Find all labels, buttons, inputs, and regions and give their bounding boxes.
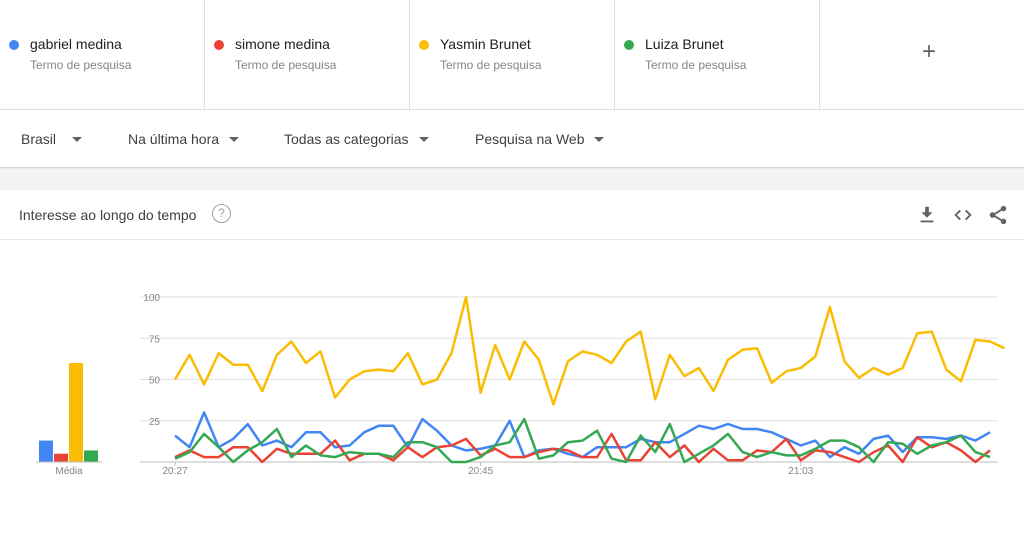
- embed-icon[interactable]: [952, 204, 974, 226]
- term-card-simone-medina[interactable]: simone medina Termo de pesquisa: [205, 0, 410, 110]
- chevron-down-icon: [229, 136, 240, 142]
- term-subtitle: Termo de pesquisa: [440, 58, 542, 72]
- average-bar-yasmin-brunet: [69, 363, 83, 462]
- x-tick-label: 20:45: [468, 466, 493, 477]
- card-header: Interesse ao longo do tempo ?: [0, 190, 1024, 240]
- time-range-dropdown[interactable]: Na última hora: [128, 130, 240, 148]
- average-bar-gabriel-medina: [39, 440, 53, 462]
- term-subtitle: Termo de pesquisa: [645, 58, 747, 72]
- plus-icon: +: [922, 38, 937, 65]
- search-type-value: Pesquisa na Web: [475, 131, 585, 147]
- series-line-simone-medina: [174, 432, 991, 464]
- y-tick-label: 100: [143, 293, 160, 304]
- search-type-dropdown[interactable]: Pesquisa na Web: [475, 130, 605, 148]
- term-name: gabriel medina: [30, 36, 122, 52]
- filter-bar: Brasil Na última hora Todas as categoria…: [0, 110, 1024, 168]
- section-divider: [0, 169, 1024, 190]
- chevron-down-icon: [594, 136, 605, 142]
- interest-over-time-card: Interesse ao longo do tempo ? Média 25 50…: [0, 190, 1024, 538]
- term-card-luiza-brunet[interactable]: Luiza Brunet Termo de pesquisa: [615, 0, 820, 110]
- series-color-dot: [214, 40, 224, 50]
- term-name: Yasmin Brunet: [440, 36, 531, 52]
- average-bar-luiza-brunet: [84, 450, 98, 462]
- x-tick-label: 20:27: [162, 466, 187, 477]
- term-subtitle: Termo de pesquisa: [30, 58, 132, 72]
- card-title: Interesse ao longo do tempo: [19, 207, 197, 223]
- term-name: Luiza Brunet: [645, 36, 724, 52]
- category-dropdown[interactable]: Todas as categorias: [284, 130, 429, 148]
- region-dropdown[interactable]: Brasil: [21, 130, 83, 148]
- category-value: Todas as categorias: [284, 131, 409, 147]
- series-line-gabriel-medina: [174, 411, 991, 459]
- series-line-luiza-brunet: [174, 417, 991, 464]
- series-color-dot: [419, 40, 429, 50]
- series-line-yasmin-brunet: [173, 295, 1006, 406]
- search-terms-bar: gabriel medina Termo de pesquisa simone …: [0, 0, 1024, 110]
- time-range-value: Na última hora: [128, 131, 220, 147]
- y-tick-label: 50: [149, 376, 161, 387]
- help-icon[interactable]: ?: [212, 204, 231, 223]
- chevron-down-icon: [418, 136, 429, 142]
- average-bars: [36, 363, 102, 463]
- add-term-button[interactable]: +: [820, 0, 1024, 109]
- series-color-dot: [9, 40, 19, 50]
- share-icon[interactable]: [987, 204, 1009, 226]
- chevron-down-icon: [72, 136, 83, 142]
- term-subtitle: Termo de pesquisa: [235, 58, 337, 72]
- series-lines: [173, 295, 1006, 464]
- region-value: Brasil: [21, 131, 57, 147]
- download-icon[interactable]: [916, 204, 938, 226]
- x-tick-label: 21:03: [788, 466, 813, 477]
- y-axis-ticks: 25 50 75 100: [143, 293, 160, 428]
- average-label: Média: [55, 466, 83, 477]
- average-bar-simone-medina: [54, 453, 68, 462]
- y-tick-label: 25: [149, 417, 161, 428]
- chart-gridlines: [140, 296, 998, 463]
- series-color-dot: [624, 40, 634, 50]
- term-card-yasmin-brunet[interactable]: Yasmin Brunet Termo de pesquisa: [410, 0, 615, 110]
- term-name: simone medina: [235, 36, 330, 52]
- y-tick-label: 75: [149, 334, 161, 345]
- term-card-gabriel-medina[interactable]: gabriel medina Termo de pesquisa: [0, 0, 205, 110]
